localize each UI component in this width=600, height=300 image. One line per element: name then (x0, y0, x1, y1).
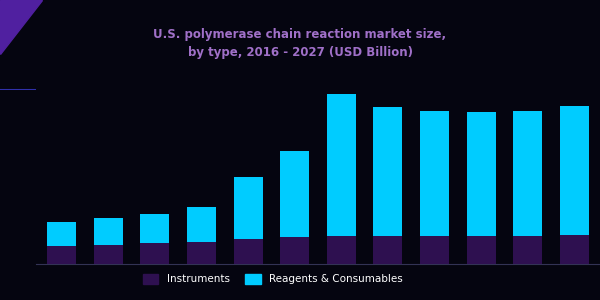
Legend: Instruments, Reagents & Consumables: Instruments, Reagents & Consumables (139, 269, 407, 289)
Bar (420, 236, 449, 264)
Bar (47, 246, 76, 264)
Bar (467, 112, 496, 236)
Bar (514, 236, 542, 264)
Bar (94, 245, 122, 264)
Bar (233, 177, 263, 239)
Text: U.S. polymerase chain reaction market size,
by type, 2016 - 2027 (USD Billion): U.S. polymerase chain reaction market si… (154, 28, 446, 59)
Bar (280, 237, 309, 264)
Bar (140, 243, 169, 264)
Bar (327, 236, 356, 264)
Bar (187, 242, 216, 264)
Bar (373, 236, 403, 264)
Bar (280, 151, 309, 237)
Bar (187, 207, 216, 242)
Bar (233, 239, 263, 264)
Bar (560, 235, 589, 264)
Bar (94, 218, 122, 245)
Bar (140, 214, 169, 243)
Bar (420, 111, 449, 236)
Bar (514, 111, 542, 236)
Bar (327, 94, 356, 236)
Bar (560, 106, 589, 235)
Polygon shape (0, 0, 42, 54)
Bar (373, 107, 403, 236)
Bar (467, 236, 496, 264)
Bar (47, 221, 76, 246)
